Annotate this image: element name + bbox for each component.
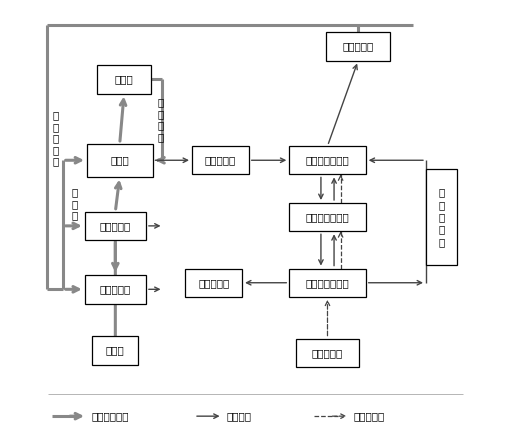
Bar [92,336,139,365]
Bar [296,338,359,367]
Bar [289,203,366,231]
Text: 代表热空气: 代表热空气 [354,411,385,421]
Text: 高压喷雾浓缩塔: 高压喷雾浓缩塔 [305,155,349,165]
Bar [192,146,249,175]
Bar [289,146,366,175]
Text: 原料罐: 原料罐 [106,346,125,356]
Text: 原煤燃烧器: 原煤燃烧器 [312,348,343,358]
Text: 代表物料: 代表物料 [227,411,252,421]
Bar [289,268,366,297]
Text: 代表蒸汽和水: 代表蒸汽和水 [91,411,129,421]
Text: 浓
缩
后
蒸
汽: 浓 缩 后 蒸 汽 [53,110,59,167]
Text: 高压引风机: 高压引风机 [342,42,374,51]
Text: 压缩机: 压缩机 [115,74,133,84]
Text: 第一储存罐: 第一储存罐 [204,155,236,165]
Text: 汽
凝
水: 汽 凝 水 [72,187,78,221]
Text: 一级预热器: 一级预热器 [100,284,131,294]
Text: 二
次
蒸
汽: 二 次 蒸 汽 [158,97,164,142]
Bar [185,268,242,297]
Bar [327,32,390,61]
Bar [84,212,146,240]
Bar [84,275,146,303]
Text: 离心喷雾干燥塔: 离心喷雾干燥塔 [305,278,349,288]
Text: 蒸发器: 蒸发器 [110,155,129,165]
Text: 第
二
储
存
罐: 第 二 储 存 罐 [438,187,444,247]
Bar [87,144,152,177]
Text: 二级预热器: 二级预热器 [100,221,131,231]
Text: 成品无机盐: 成品无机盐 [198,278,229,288]
Text: 高效旋风分离器: 高效旋风分离器 [305,212,349,222]
Bar [426,169,456,265]
Bar [97,65,151,93]
